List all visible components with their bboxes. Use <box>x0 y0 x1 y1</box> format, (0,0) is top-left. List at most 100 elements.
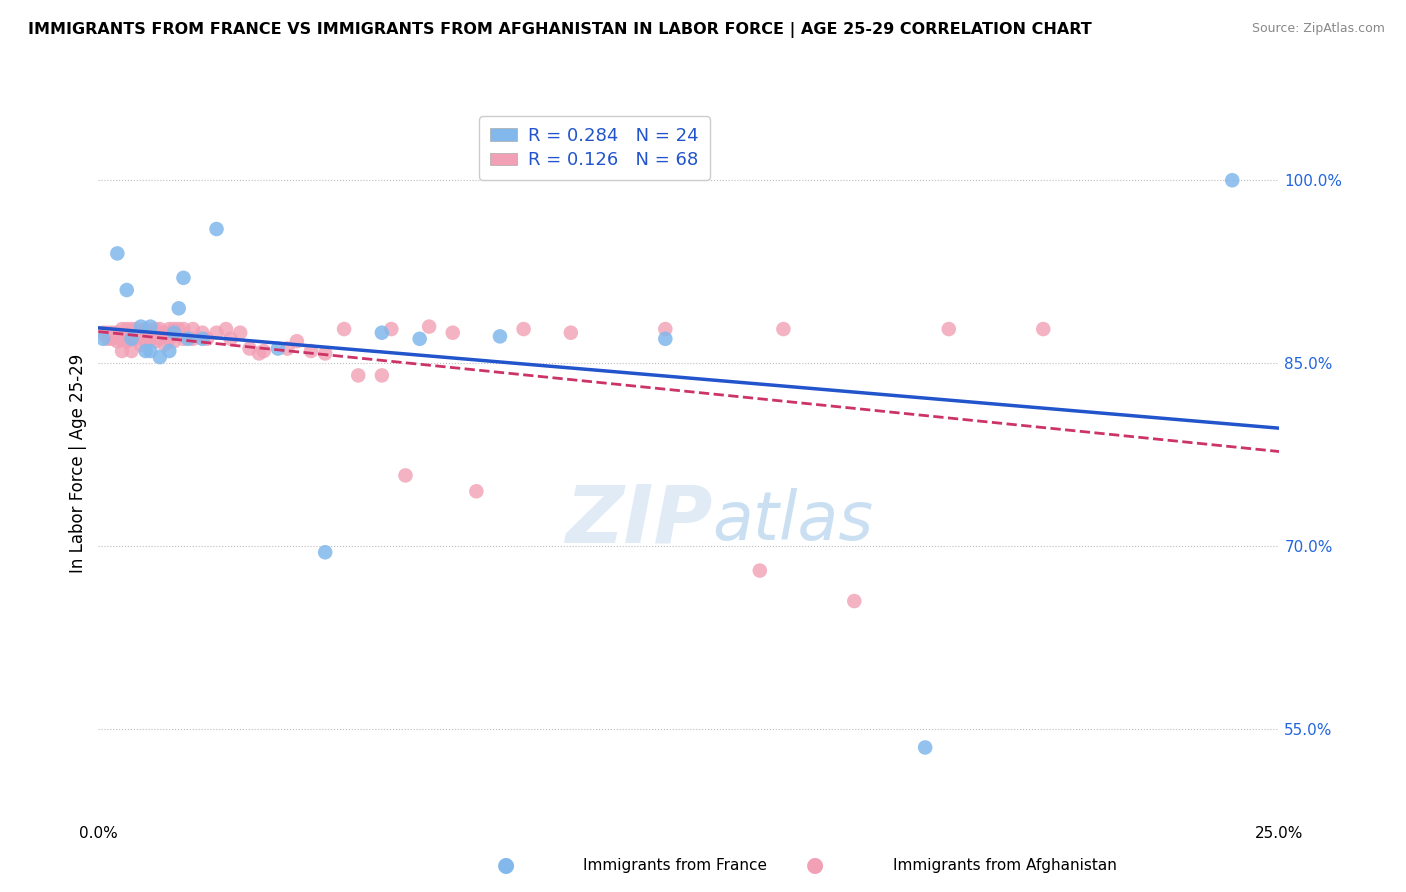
Point <box>129 326 152 340</box>
Point <box>1032 322 1054 336</box>
Point <box>121 322 143 336</box>
Text: ●: ● <box>498 855 515 875</box>
Point <box>163 326 186 340</box>
Point <box>121 332 143 346</box>
Text: atlas: atlas <box>713 488 873 554</box>
Point <box>97 332 120 346</box>
Point <box>163 334 186 349</box>
Point <box>347 368 370 383</box>
Point <box>97 326 120 340</box>
Point <box>101 332 124 346</box>
Point <box>394 468 416 483</box>
Point <box>1220 173 1243 187</box>
Text: Immigrants from Afghanistan: Immigrants from Afghanistan <box>893 858 1116 872</box>
Point <box>177 332 200 346</box>
Point <box>157 332 180 346</box>
Point <box>560 326 582 340</box>
Legend: R = 0.284   N = 24, R = 0.126   N = 68: R = 0.284 N = 24, R = 0.126 N = 68 <box>479 116 710 180</box>
Point <box>163 322 186 336</box>
Point <box>276 342 298 356</box>
Point <box>247 346 270 360</box>
Point <box>125 322 148 336</box>
Point <box>157 344 180 359</box>
Point <box>149 350 172 364</box>
Point <box>205 222 228 236</box>
Point <box>105 246 128 260</box>
Point <box>205 326 228 340</box>
Point <box>139 344 162 359</box>
Point <box>172 322 194 336</box>
Point <box>172 270 194 285</box>
Point <box>105 334 128 349</box>
Point <box>285 334 308 349</box>
Point <box>172 332 194 346</box>
Point <box>371 368 394 383</box>
Point <box>129 338 152 352</box>
Point <box>111 322 134 336</box>
Point <box>654 332 676 346</box>
Point <box>153 338 176 352</box>
Point <box>195 332 218 346</box>
Point <box>143 334 166 349</box>
Y-axis label: In Labor Force | Age 25-29: In Labor Force | Age 25-29 <box>69 354 87 574</box>
Point <box>121 332 143 346</box>
Point <box>371 326 394 340</box>
Point <box>153 326 176 340</box>
Point <box>111 332 134 346</box>
Point <box>333 322 356 336</box>
Point <box>253 344 276 359</box>
Text: ZIP: ZIP <box>565 482 713 560</box>
Point <box>267 342 290 356</box>
Point <box>191 326 214 340</box>
Point <box>111 344 134 359</box>
Point <box>167 322 190 336</box>
Text: Immigrants from France: Immigrants from France <box>583 858 768 872</box>
Point <box>139 319 162 334</box>
Point <box>149 322 172 336</box>
Point <box>139 332 162 346</box>
Text: ●: ● <box>807 855 824 875</box>
Point <box>380 322 402 336</box>
Point <box>101 326 124 340</box>
Text: Source: ZipAtlas.com: Source: ZipAtlas.com <box>1251 22 1385 36</box>
Point <box>121 344 143 359</box>
Point <box>512 322 534 336</box>
Point <box>105 326 128 340</box>
Point <box>149 332 172 346</box>
Point <box>115 322 138 336</box>
Point <box>441 326 464 340</box>
Point <box>143 322 166 336</box>
Point <box>219 332 242 346</box>
Point <box>125 332 148 346</box>
Point <box>157 322 180 336</box>
Point <box>139 326 162 340</box>
Point <box>772 322 794 336</box>
Point <box>91 326 114 340</box>
Point <box>135 322 157 336</box>
Point <box>489 329 512 343</box>
Point <box>748 564 770 578</box>
Point <box>465 484 488 499</box>
Point <box>229 326 252 340</box>
Point <box>239 342 262 356</box>
Point <box>914 740 936 755</box>
Point <box>418 319 440 334</box>
Point <box>654 322 676 336</box>
Point <box>215 322 238 336</box>
Point <box>181 322 204 336</box>
Point <box>135 334 157 349</box>
Point <box>314 545 336 559</box>
Point <box>181 332 204 346</box>
Point <box>299 344 322 359</box>
Point <box>167 301 190 316</box>
Point <box>938 322 960 336</box>
Point <box>115 326 138 340</box>
Text: IMMIGRANTS FROM FRANCE VS IMMIGRANTS FROM AFGHANISTAN IN LABOR FORCE | AGE 25-29: IMMIGRANTS FROM FRANCE VS IMMIGRANTS FRO… <box>28 22 1092 38</box>
Point <box>314 346 336 360</box>
Point <box>135 344 157 359</box>
Point <box>115 283 138 297</box>
Point <box>129 319 152 334</box>
Point <box>91 332 114 346</box>
Point <box>115 334 138 349</box>
Point <box>408 332 430 346</box>
